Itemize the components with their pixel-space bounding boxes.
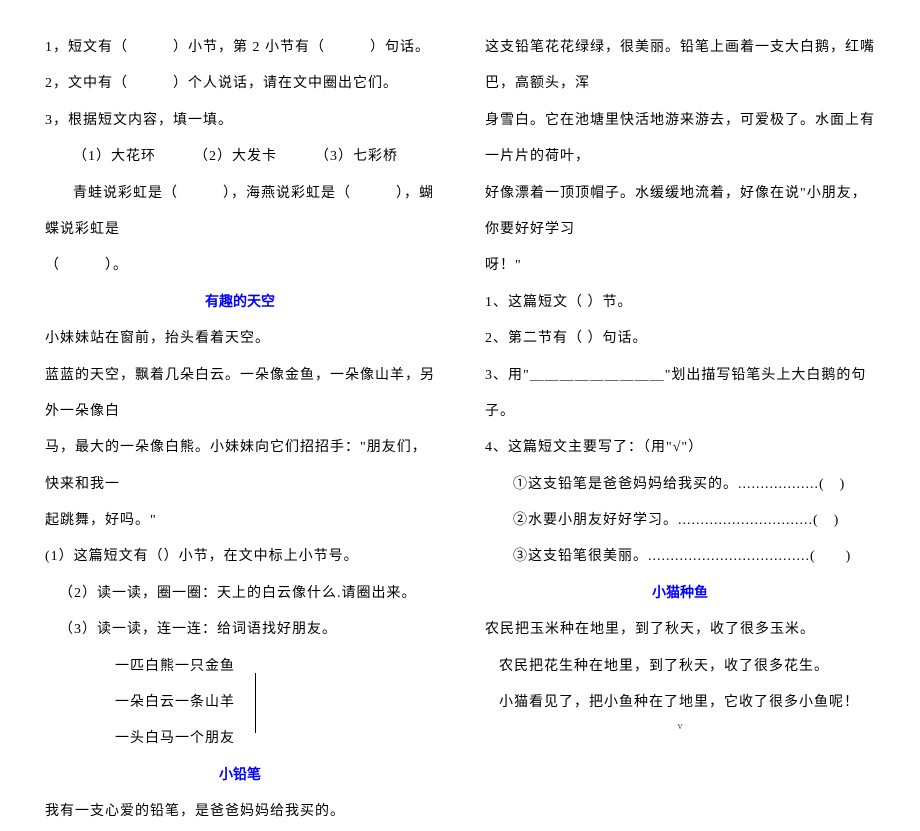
passage-pencil-2: 这支铅笔花花绿绿，很美丽。铅笔上画着一支大白鹅，红嘴巴，高额头，浑 [485, 30, 875, 103]
title-sky: 有趣的天空 [45, 285, 435, 321]
sub-question-3: （3）读一读，连一连：给词语找好朋友。 [45, 612, 435, 648]
pencil-opt-3: ③这支铅笔很美丽。...............................… [485, 539, 875, 575]
question-3-options: （1）大花环 （2）大发卡 （3）七彩桥 [45, 139, 435, 175]
pencil-q2: 2、第二节有（ ）句话。 [485, 321, 875, 357]
passage-sky-2: 蓝蓝的天空，飘着几朵白云。一朵像金鱼，一朵像山羊，另外一朵像白 [45, 358, 435, 431]
passage-cat-2: 农民把花生种在地里，到了秋天，收了很多花生。 [485, 649, 875, 685]
passage-sky-1: 小妹妹站在窗前，抬头看着天空。 [45, 321, 435, 357]
match-row-1: 一匹白熊一只金鱼 [115, 649, 235, 685]
passage-pencil-4: 好像漂着一顶顶帽子。水缓缓地流着，好像在说"小朋友，你要好好学习 [485, 176, 875, 249]
sub-question-2: （2）读一读，圈一圈：天上的白云像什么.请圈出来。 [45, 576, 435, 612]
question-3-fill-2: （ ）。 [45, 248, 435, 284]
sub-question-1: (1）这篇短文有（）小节，在文中标上小节号。 [45, 539, 435, 575]
match-row-2: 一朵白云一条山羊 [115, 685, 235, 721]
passage-sky-4: 起跳舞，好吗。" [45, 503, 435, 539]
title-cat: 小猫种鱼 [485, 576, 875, 612]
question-1: 1，短文有（ ）小节，第 2 小节有（ ）句话。 [45, 30, 435, 66]
passage-pencil-5: 呀！" [485, 248, 875, 284]
pencil-opt-1: ①这支铅笔是爸爸妈妈给我买的。..................( ) [485, 467, 875, 503]
question-3-fill-1: 青蛙说彩虹是（ ），海燕说彩虹是（ ），蝴蝶说彩虹是 [45, 176, 435, 249]
match-row-3: 一头白马一个朋友 [115, 721, 235, 757]
pencil-opt-2: ②水要小朋友好好学习。.............................… [485, 503, 875, 539]
title-pencil: 小铅笔 [45, 758, 435, 794]
footer-mark: v [485, 721, 875, 732]
passage-cat-1: 农民把玉米种在地里，到了秋天，收了很多玉米。 [485, 612, 875, 648]
pencil-q1: 1、这篇短文（ ）节。 [485, 285, 875, 321]
vertical-divider [255, 673, 256, 733]
right-column: 这支铅笔花花绿绿，很美丽。铅笔上画着一支大白鹅，红嘴巴，高额头，浑 身雪白。它在… [460, 30, 900, 621]
question-2: 2，文中有（ ）个人说话，请在文中圈出它们。 [45, 66, 435, 102]
left-column: 1，短文有（ ）小节，第 2 小节有（ ）句话。 2，文中有（ ）个人说话，请在… [20, 30, 460, 621]
passage-sky-3: 马，最大的一朵像白熊。小妹妹向它们招招手："朋友们，快来和我一 [45, 430, 435, 503]
passage-pencil-3: 身雪白。它在池塘里快活地游来游去，可爱极了。水面上有一片片的荷叶， [485, 103, 875, 176]
passage-pencil-1: 我有一支心爱的铅笔，是爸爸妈妈给我买的。 [45, 794, 435, 830]
pencil-q3: 3、用"＿＿＿＿＿＿＿＿＿"划出描写铅笔头上大白鹅的句子。 [485, 358, 875, 431]
question-3: 3，根据短文内容，填一填。 [45, 103, 435, 139]
passage-cat-3: 小猫看见了，把小鱼种在了地里，它收了很多小鱼呢！ [485, 685, 875, 721]
pencil-q4: 4、这篇短文主要写了：（用"√"） [485, 430, 875, 466]
